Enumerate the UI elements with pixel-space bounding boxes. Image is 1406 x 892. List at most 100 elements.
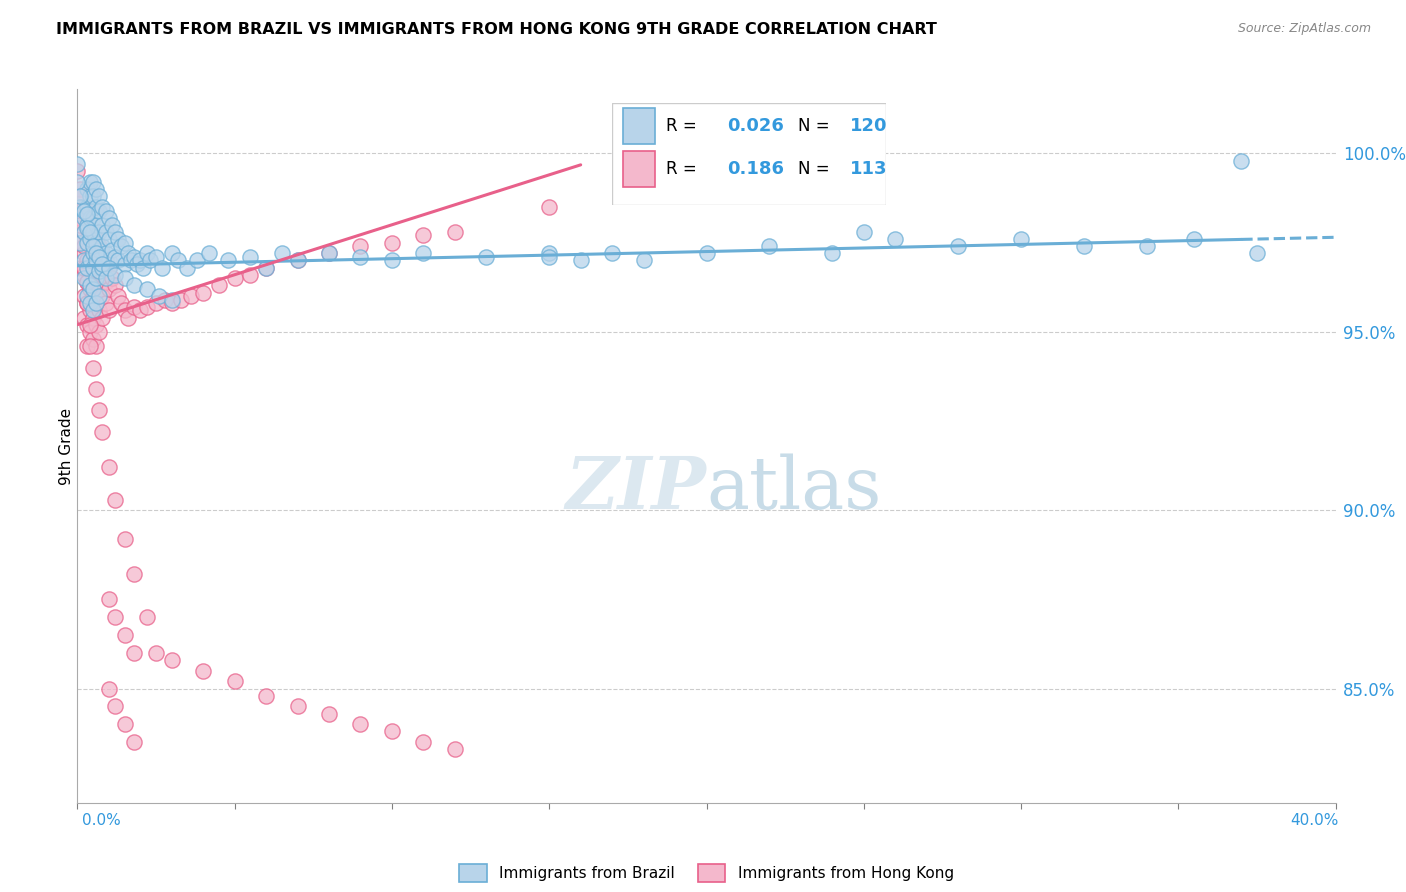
Point: [633, 253, 655, 268]
Point: [381, 253, 404, 268]
Point: [224, 271, 246, 285]
Point: [79, 225, 101, 239]
Point: [129, 303, 152, 318]
Point: [84, 296, 107, 310]
Point: [79, 189, 101, 203]
Point: [122, 300, 145, 314]
Point: [600, 246, 623, 260]
Point: [84, 182, 107, 196]
Point: [381, 724, 404, 739]
Point: [104, 250, 127, 264]
Point: [72, 268, 94, 282]
Point: [224, 674, 246, 689]
Point: [101, 218, 124, 232]
Point: [318, 246, 340, 260]
Point: [145, 646, 167, 660]
Point: [69, 218, 91, 232]
Point: [84, 296, 107, 310]
Point: [76, 232, 98, 246]
Point: [84, 235, 107, 250]
Point: [66, 157, 89, 171]
Legend: Immigrants from Brazil, Immigrants from Hong Kong: Immigrants from Brazil, Immigrants from …: [453, 858, 960, 888]
Point: [82, 282, 104, 296]
Point: [1073, 239, 1095, 253]
Point: [270, 246, 292, 260]
Point: [89, 303, 111, 318]
Point: [91, 289, 114, 303]
Point: [160, 293, 183, 307]
Point: [198, 246, 221, 260]
Point: [79, 296, 101, 310]
Point: [97, 282, 120, 296]
Point: [381, 235, 404, 250]
Point: [104, 699, 127, 714]
Point: [76, 221, 98, 235]
Point: [948, 239, 970, 253]
Point: [84, 271, 107, 285]
Point: [97, 303, 120, 318]
Point: [120, 253, 142, 268]
Point: [155, 293, 177, 307]
Point: [89, 225, 111, 239]
Point: [254, 689, 277, 703]
Point: [239, 268, 262, 282]
Point: [94, 271, 117, 285]
Point: [127, 257, 149, 271]
Point: [79, 253, 101, 268]
Point: [79, 260, 101, 275]
Point: [76, 260, 98, 275]
Point: [82, 239, 104, 253]
Point: [122, 250, 145, 264]
Text: 0.186: 0.186: [727, 160, 783, 178]
Text: 0.026: 0.026: [727, 117, 783, 135]
Point: [84, 200, 107, 214]
Point: [82, 246, 104, 260]
Point: [104, 268, 127, 282]
Point: [79, 239, 101, 253]
Point: [91, 260, 114, 275]
Text: atlas: atlas: [707, 453, 882, 524]
Point: [117, 246, 139, 260]
Point: [97, 260, 120, 275]
Point: [76, 253, 98, 268]
Point: [97, 211, 120, 225]
Point: [318, 246, 340, 260]
Point: [66, 175, 89, 189]
Point: [239, 250, 262, 264]
Point: [89, 203, 111, 218]
Point: [101, 243, 124, 257]
Point: [110, 239, 132, 253]
Point: [287, 253, 309, 268]
Point: [107, 253, 129, 268]
Point: [72, 225, 94, 239]
Point: [160, 246, 183, 260]
Point: [69, 235, 91, 250]
Point: [79, 282, 101, 296]
Point: [97, 460, 120, 475]
Point: [72, 225, 94, 239]
Point: [217, 253, 239, 268]
Point: [114, 271, 136, 285]
Point: [72, 253, 94, 268]
Point: [104, 492, 127, 507]
Point: [69, 182, 91, 196]
Point: [89, 239, 111, 253]
Point: [79, 325, 101, 339]
Point: [114, 303, 136, 318]
Point: [79, 339, 101, 353]
Point: [180, 289, 202, 303]
Point: [349, 250, 371, 264]
Point: [72, 200, 94, 214]
Point: [884, 232, 907, 246]
Point: [72, 239, 94, 253]
Point: [69, 200, 91, 214]
Point: [110, 296, 132, 310]
Text: 0.0%: 0.0%: [82, 814, 121, 828]
Point: [821, 246, 844, 260]
Point: [76, 207, 98, 221]
Point: [76, 200, 98, 214]
Point: [412, 228, 434, 243]
Point: [76, 182, 98, 196]
Point: [104, 225, 127, 239]
Point: [97, 253, 120, 268]
